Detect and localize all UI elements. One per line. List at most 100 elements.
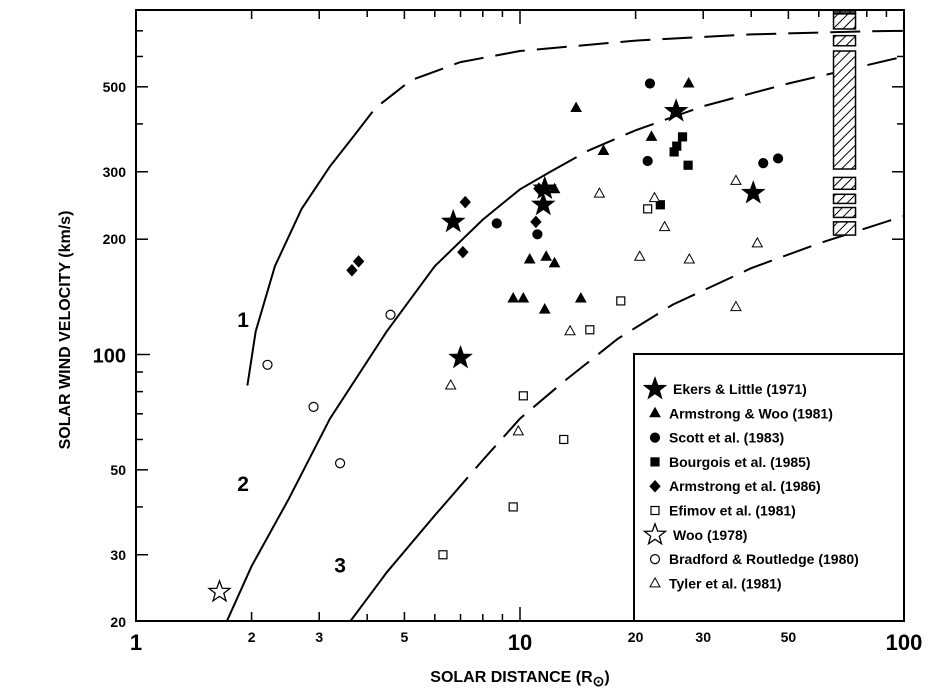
y-tick-label-100: 100 <box>93 346 126 368</box>
point-ekers-little-1971-4 <box>740 180 766 204</box>
point-armstrong-et-al-1986-1 <box>533 182 545 195</box>
point-armstrong-woo-1981-9 <box>517 292 530 303</box>
point-tyler-et-al-1981-3 <box>658 220 671 232</box>
point-tyler-et-al-1981-1 <box>648 191 661 203</box>
point-efimov-et-al-1981-2 <box>585 325 595 335</box>
legend-label-armstrong-woo-1981: Armstrong & Woo (1981) <box>669 405 833 421</box>
point-ekers-little-1971-0 <box>440 208 466 233</box>
y-tick-label-50: 50 <box>110 462 126 478</box>
point-tyler-et-al-1981-7 <box>730 300 742 312</box>
curve-label-3: 3 <box>334 554 346 577</box>
range-bar-segment-2 <box>832 34 857 47</box>
legend-label-tyler-et-al-1981: Tyler et al. (1981) <box>669 575 782 591</box>
point-armstrong-et-al-1986-2 <box>530 215 542 229</box>
x-tick-label-2: 2 <box>248 629 256 645</box>
legend-label-bradford-routledge-1980: Bradford & Routledge (1980) <box>669 551 859 567</box>
y-tick-label-20: 20 <box>110 614 126 630</box>
point-armstrong-woo-1981-7 <box>548 256 561 268</box>
point-armstrong-woo-1981-8 <box>507 292 520 303</box>
legend-marker-tyler-et-al-1981 <box>649 576 661 588</box>
point-armstrong-et-al-1986-3 <box>457 245 469 259</box>
range-bar-segment-0 <box>832 10 857 14</box>
legend-box <box>633 353 905 622</box>
point-armstrong-woo-1981-5 <box>523 252 536 264</box>
point-scott-et-al-1983-5 <box>532 229 543 240</box>
point-ekers-little-1971-1 <box>531 191 556 216</box>
point-efimov-et-al-1981-4 <box>559 434 569 445</box>
curve-2-solid <box>225 170 551 621</box>
x-tick-label-30: 30 <box>695 629 711 645</box>
point-tyler-et-al-1981-9 <box>444 378 457 390</box>
legend-marker-armstrong-woo-1981 <box>649 406 661 418</box>
observation-range-bar <box>832 10 857 236</box>
point-armstrong-woo-1981-11 <box>574 292 587 303</box>
legend-marker-scott-et-al-1983 <box>649 432 661 443</box>
point-armstrong-woo-1981-6 <box>540 250 553 261</box>
x-tick-label-1: 1 <box>130 630 142 655</box>
point-bradford-routledge-1980-2 <box>334 458 346 469</box>
point-scott-et-al-1983-2 <box>758 158 769 169</box>
y-tick-label-30: 30 <box>110 547 126 563</box>
legend-marker-woo-1978 <box>642 521 668 546</box>
point-tyler-et-al-1981-8 <box>564 324 576 336</box>
y-tick-label-200: 200 <box>103 231 127 247</box>
model-curves <box>225 29 904 621</box>
point-tyler-et-al-1981-10 <box>512 424 525 436</box>
curve-2-dashed <box>549 55 904 173</box>
point-bourgois-et-al-1985-0 <box>677 132 688 142</box>
range-bar-segment-1 <box>832 13 857 30</box>
point-armstrong-woo-1981-4 <box>548 182 561 194</box>
point-efimov-et-al-1981-1 <box>616 296 626 306</box>
x-tick-label-3: 3 <box>315 629 323 645</box>
x-axis-title-sym: ⊙ <box>593 673 605 689</box>
point-bourgois-et-al-1985-4 <box>655 200 665 210</box>
point-tyler-et-al-1981-4 <box>683 252 696 264</box>
x-axis-title: SOLAR DISTANCE (R⊙) <box>430 669 609 689</box>
point-tyler-et-al-1981-2 <box>633 250 646 261</box>
point-ekers-little-1971-5 <box>448 344 473 369</box>
range-bar-segment-7 <box>832 221 857 236</box>
y-axis-title: SOLAR WIND VELOCITY (km/s) <box>57 211 74 450</box>
curve-3-dashed <box>447 215 904 501</box>
legend-label-bourgois-et-al-1985: Bourgois et al. (1985) <box>669 454 811 470</box>
point-scott-et-al-1983-0 <box>644 78 656 89</box>
x-axis-title-end: ) <box>604 669 609 686</box>
point-bourgois-et-al-1985-2 <box>669 147 679 157</box>
point-armstrong-woo-1981-2 <box>682 76 695 88</box>
point-scott-et-al-1983-3 <box>772 153 784 164</box>
legend-label-scott-et-al-1983: Scott et al. (1983) <box>669 430 784 446</box>
x-tick-label-5: 5 <box>401 629 409 645</box>
curve-labels: 1 2 3 <box>237 309 346 577</box>
legend-label-woo-1978: Woo (1978) <box>673 527 747 543</box>
legend: Ekers & Little (1971) Armstrong & Woo (19… <box>633 353 905 622</box>
point-ekers-little-1971-3 <box>663 98 689 122</box>
curve-1-dashed <box>353 29 904 137</box>
point-armstrong-woo-1981-1 <box>645 130 658 141</box>
point-woo-1978-0 <box>207 578 232 603</box>
point-efimov-et-al-1981-0 <box>643 204 653 214</box>
legend-label-ekers-little-1971: Ekers & Little (1971) <box>673 381 807 397</box>
legend-marker-ekers-little-1971 <box>642 376 668 400</box>
data-points <box>207 76 784 603</box>
curve-label-2: 2 <box>237 473 249 496</box>
x-tick-label-10: 10 <box>508 630 532 655</box>
range-bar-segment-3 <box>832 50 857 170</box>
range-bar-segment-6 <box>832 206 857 219</box>
point-bourgois-et-al-1985-3 <box>683 160 693 170</box>
point-armstrong-woo-1981-0 <box>570 101 582 113</box>
x-axis-title-main: SOLAR DISTANCE <box>430 669 571 686</box>
point-efimov-et-al-1981-3 <box>518 391 528 401</box>
legend-marker-efimov-et-al-1981 <box>650 505 660 516</box>
point-armstrong-et-al-1986-4 <box>352 255 365 268</box>
legend-label-efimov-et-al-1981: Efimov et al. (1981) <box>669 503 796 519</box>
point-bradford-routledge-1980-0 <box>262 359 273 370</box>
legend-marker-armstrong-et-al-1986 <box>649 479 661 493</box>
point-tyler-et-al-1981-5 <box>730 174 742 185</box>
tick-labels: 1 10 100 2 3 5 20 30 50 20 30 50 100 200 300 500 <box>93 79 923 655</box>
legend-marker-bourgois-et-al-1985 <box>650 457 660 467</box>
point-bradford-routledge-1980-3 <box>385 309 396 320</box>
range-bar-segment-5 <box>832 193 857 205</box>
point-efimov-et-al-1981-6 <box>438 550 448 560</box>
legend-label-armstrong-et-al-1986: Armstrong et al. (1986) <box>669 478 821 494</box>
